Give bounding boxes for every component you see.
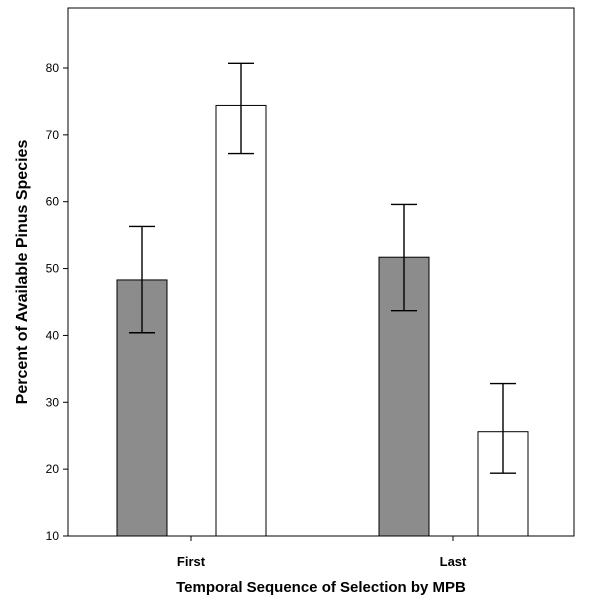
error-bar [391, 203, 417, 312]
y-tick-label: 40 [46, 328, 60, 342]
y-tick-label: 70 [46, 128, 60, 142]
y-tick-label: 80 [46, 61, 60, 75]
x-category-label: Last [440, 554, 467, 569]
bar-series-1-first [116, 279, 168, 537]
plot-frame [67, 7, 575, 537]
error-bars [129, 62, 516, 474]
y-tick-label: 20 [46, 462, 60, 476]
y-axis: 10 20 30 40 50 60 70 80 [46, 61, 68, 543]
bar-series-2-first [215, 104, 267, 537]
y-tick-label: 50 [46, 262, 60, 276]
error-bar [129, 225, 155, 334]
error-bar [228, 62, 254, 155]
x-axis-title: Temporal Sequence of Selection by MPB [176, 579, 466, 596]
x-axis: First Last [177, 536, 467, 569]
error-bar [490, 382, 516, 474]
y-axis-title: Percent of Available Pinus Species [14, 140, 31, 405]
x-category-label: First [177, 554, 206, 569]
y-tick-label: 10 [46, 529, 60, 543]
bars [116, 104, 529, 537]
y-tick-label: 30 [46, 395, 60, 409]
y-tick-label: 60 [46, 195, 60, 209]
